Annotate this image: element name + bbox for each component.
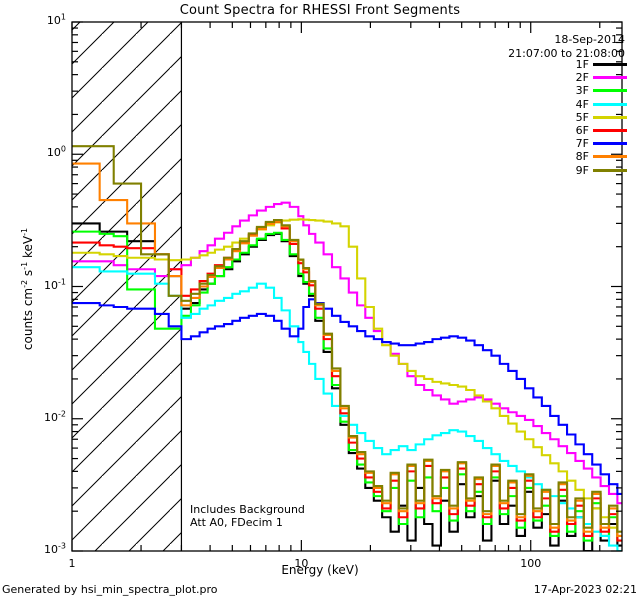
legend-item-2f: 2F — [545, 71, 627, 84]
y-tick-label: 10-2 — [44, 409, 66, 424]
y-tick-label: 10-1 — [44, 276, 66, 292]
legend-item-4f: 4F — [545, 98, 627, 111]
legend-color-swatch — [593, 115, 627, 119]
footer-generator: Generated by hsi_min_spectra_plot.pro — [2, 583, 218, 596]
legend-item-3f: 3F — [545, 84, 627, 97]
legend-label: 3F — [575, 84, 589, 98]
legend-label: 5F — [575, 110, 589, 124]
legend-color-swatch — [593, 76, 627, 80]
x-tick-label: 1 — [68, 557, 76, 570]
legend-color-swatch — [593, 155, 627, 159]
series-5f — [72, 218, 622, 537]
legend-item-7f: 7F — [545, 137, 627, 150]
legend-color-swatch — [593, 102, 627, 106]
series-4f — [72, 266, 622, 551]
plot-note-line2: Att A0, FDecim 1 — [190, 516, 283, 529]
series-7f — [72, 298, 622, 495]
legend-item-9f: 9F — [545, 164, 627, 177]
legend-item-6f: 6F — [545, 124, 627, 137]
series-9f — [72, 145, 622, 533]
legend-label: 6F — [575, 124, 589, 138]
y-tick-label: 10-3 — [44, 541, 66, 556]
x-tick-label: 100 — [520, 557, 542, 570]
legend: 1F 2F 3F 4F 5F 6F 7F 8F 9F — [545, 58, 627, 177]
legend-item-8f: 8F — [545, 150, 627, 163]
footer-timestamp: 17-Apr-2023 02:21 — [533, 583, 637, 596]
legend-label: 1F — [575, 58, 589, 72]
x-axis-label: Energy (keV) — [281, 563, 359, 577]
legend-color-swatch — [593, 129, 627, 133]
legend-color-swatch — [593, 89, 627, 93]
y-tick-label: 101 — [46, 12, 66, 27]
legend-item-5f: 5F — [545, 111, 627, 124]
page-title: Count Spectra for RHESSI Front Segments — [179, 3, 461, 18]
legend-label: 4F — [575, 97, 589, 111]
x-tick-label: 10 — [294, 557, 309, 570]
observation-time-range: 21:07:00 to 21:08:00 — [508, 47, 625, 60]
y-tick-label: 100 — [46, 144, 66, 160]
observation-date: 18-Sep-2014 — [554, 33, 625, 46]
plot-note: Includes Background Att A0, FDecim 1 — [190, 503, 305, 529]
series-6f — [72, 220, 622, 542]
legend-label: 9F — [575, 163, 589, 177]
legend-color-swatch — [593, 168, 627, 172]
legend-color-swatch — [593, 142, 627, 146]
legend-color-swatch — [593, 63, 627, 67]
legend-label: 7F — [575, 137, 589, 151]
plot-note-line1: Includes Background — [190, 503, 305, 516]
legend-label: 8F — [575, 150, 589, 164]
legend-label: 2F — [575, 71, 589, 85]
legend-item-1f: 1F — [545, 58, 627, 71]
